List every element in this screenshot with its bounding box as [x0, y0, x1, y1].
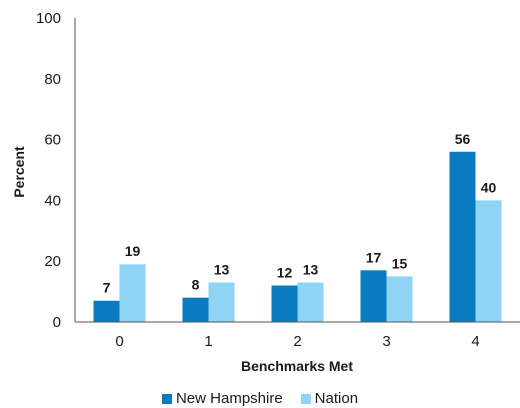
legend-item-new-hampshire: New Hampshire	[161, 390, 283, 407]
y-tick-label: 0	[53, 314, 61, 331]
legend-swatch-new-hampshire	[161, 393, 172, 404]
x-axis-ticks: 0 1 2 3 4	[115, 333, 479, 350]
legend-label-nation: Nation	[314, 390, 359, 407]
x-axis-title: Benchmarks Met	[241, 358, 353, 374]
y-axis-ticks: 0 20 40 60 80 100	[36, 10, 61, 331]
legend: New Hampshire Nation	[0, 390, 520, 407]
x-tick-label: 4	[471, 333, 479, 350]
x-tick-label: 1	[204, 333, 212, 350]
data-label-nation: 15	[392, 255, 408, 271]
data-label-new-hampshire: 56	[455, 131, 471, 147]
data-label-nation: 19	[125, 243, 141, 259]
y-tick-label: 100	[36, 10, 61, 27]
data-labels: 7 19 8 13 12 13 17 15 56 40	[103, 131, 497, 296]
bar-nation	[475, 200, 502, 322]
bars	[93, 151, 502, 322]
legend-label-new-hampshire: New Hampshire	[175, 390, 283, 407]
bar-nation	[297, 282, 324, 322]
bar-new-hampshire	[93, 300, 120, 322]
y-tick-label: 80	[44, 71, 61, 88]
data-label-new-hampshire: 12	[277, 265, 293, 281]
data-label-nation: 13	[214, 261, 230, 277]
y-axis-title: Percent	[11, 146, 27, 198]
legend-swatch-nation	[300, 393, 311, 404]
data-label-new-hampshire: 7	[103, 280, 111, 296]
y-tick-label: 20	[44, 253, 61, 270]
bar-new-hampshire	[182, 297, 209, 322]
bar-new-hampshire	[271, 285, 298, 322]
data-label-nation: 40	[481, 179, 497, 195]
y-tick-label: 60	[44, 132, 61, 149]
x-tick-label: 2	[293, 333, 301, 350]
x-tick-label: 0	[115, 333, 123, 350]
data-label-new-hampshire: 8	[192, 277, 200, 293]
data-label-nation: 13	[303, 261, 319, 277]
bar-nation	[208, 282, 235, 322]
x-tick-label: 3	[382, 333, 390, 350]
bar-nation	[386, 276, 413, 322]
y-tick-label: 40	[44, 192, 61, 209]
legend-item-nation: Nation	[300, 390, 359, 407]
bar-nation	[119, 264, 146, 322]
bar-new-hampshire	[360, 270, 387, 322]
data-label-new-hampshire: 17	[366, 249, 382, 265]
bar-new-hampshire	[449, 151, 476, 322]
